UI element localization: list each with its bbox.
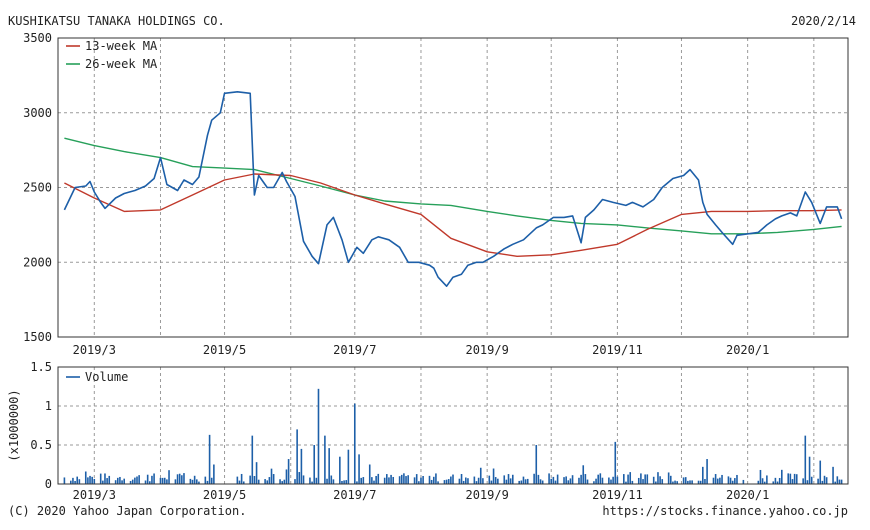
volume-x-tick-label: 2019/7 [333,488,376,502]
volume-legend-label: Volume [85,370,128,384]
price-panel-frame [57,37,849,338]
price-x-tick-label: 2019/11 [592,343,643,357]
volume-x-tick-label: 2019/3 [73,488,116,502]
ma13-line [64,173,842,257]
axis-labels: 3500 3000 2500 2000 1500 1.5 1 0.5 0 2019/3 2019/3… [7,31,769,502]
volume-y-tick-label: 0 [45,477,52,491]
price-y-tick-label: 2000 [23,255,52,269]
ma26-line [64,137,842,235]
ma26-legend-label: 26-week MA [85,57,158,71]
price-x-tick-label: 2019/9 [465,343,508,357]
volume-x-tick-label: 2019/9 [465,488,508,502]
volume-axis-label: (x1000000) [7,389,21,461]
price-x-tick-label: 2019/3 [73,343,116,357]
volume-panel-frame [57,366,849,485]
copyright-text: (C) 2020 Yahoo Japan Corporation. [8,504,247,518]
chart-date: 2020/2/14 [790,14,856,28]
price-line [63,91,843,288]
volume-y-tick-label: 0.5 [30,438,52,452]
price-y-tick-label: 3500 [23,31,52,45]
volume-x-tick-label: 2019/5 [203,488,246,502]
panel-frames [57,37,849,485]
source-url: https://stocks.finance.yahoo.co.jp [602,504,848,518]
volume-bars [63,388,843,484]
price-x-tick-label: 2020/1 [726,343,769,357]
price-x-tick-label: 2019/7 [333,343,376,357]
price-x-tick-label: 2019/5 [203,343,246,357]
grid-lines [58,38,848,484]
price-y-tick-label: 2500 [23,181,52,195]
legends: 13-week MA 26-week MA Volume [66,39,158,384]
price-y-tick-label: 3000 [23,106,52,120]
volume-x-tick-label: 2019/11 [592,488,643,502]
ma13-legend-label: 13-week MA [85,39,158,53]
price-lines [63,91,843,288]
price-y-tick-label: 1500 [23,330,52,344]
volume-y-tick-label: 1 [45,399,52,413]
volume-x-tick-label: 2020/1 [726,488,769,502]
company-name: KUSHIKATSU TANAKA HOLDINGS CO. [8,14,225,28]
volume-y-tick-label: 1.5 [30,360,52,374]
